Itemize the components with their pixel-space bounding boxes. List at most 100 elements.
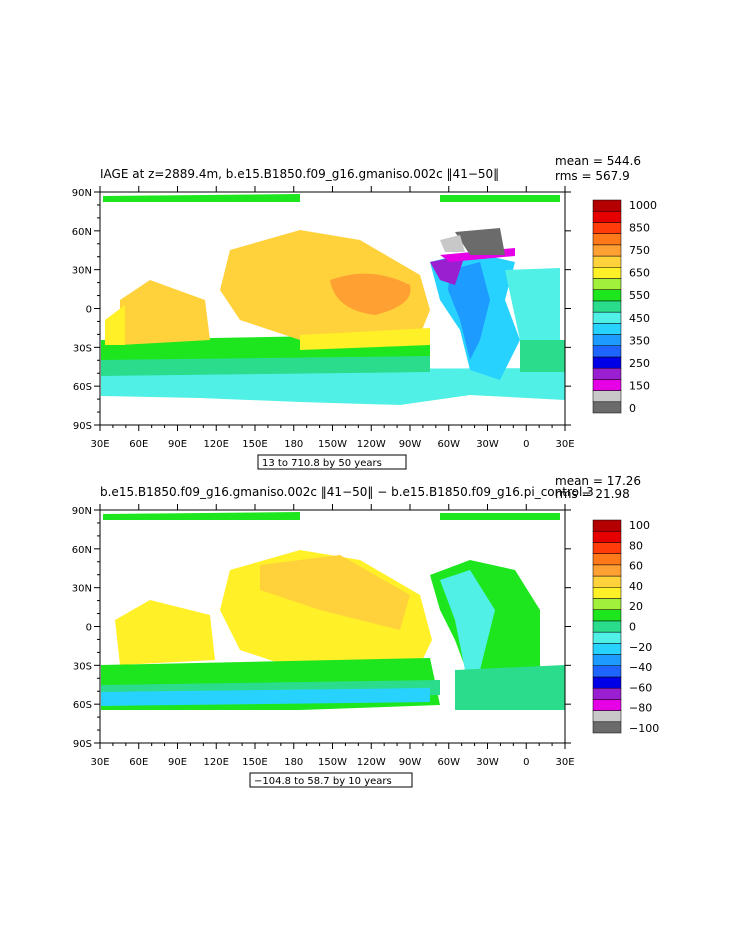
top-x-axis: 30E 60E 90E 120E 150E 180 150W 120W 90W 60W 30W 0 30… [90, 186, 575, 450]
bottom-colorbar-swatch [592, 710, 622, 723]
bottom-colorbar-swatch [592, 620, 622, 633]
bottom-colorbar-swatch [592, 721, 622, 734]
bottom-x-tick-label: 120E [204, 757, 229, 768]
top-colorbar-label: 150 [629, 379, 650, 392]
bottom-colorbar-label: 0 [629, 621, 636, 634]
top-x-tick-label: 150W [318, 439, 347, 450]
bottom-x-tick-label: 180 [284, 757, 303, 768]
bottom-colorbar-labels: 100 80 60 40 20 0 −20 −40 −60 −80 −100 [629, 519, 659, 735]
top-colorbar-label: 0 [629, 402, 636, 415]
bottom-y-tick-label: 90N [72, 506, 92, 517]
top-colorbar-swatch [592, 289, 622, 302]
bottom-x-tick-label: 90E [168, 757, 187, 768]
top-colorbar-swatch [592, 334, 622, 346]
top-y-axis: 90N 60N 30N 0 30S 60S 90S [72, 188, 571, 432]
bottom-x-tick-label: 30W [476, 757, 499, 768]
top-colorbar-swatch [592, 199, 622, 212]
top-stat-mean: mean = 544.6 [555, 154, 641, 168]
top-colorbar-label: 750 [629, 244, 650, 257]
top-range-label: 13 to 710.8 by 50 years [262, 458, 382, 469]
top-colorbar-swatch [592, 379, 622, 391]
bottom-colorbar-swatch [592, 575, 622, 588]
bottom-chart-svg: b.e15.B1850.f09_g16.gmaniso.002c ‖41−50‖… [72, 474, 659, 788]
top-colorbar-label: 850 [629, 222, 650, 235]
bottom-colorbar-label: 40 [629, 580, 643, 593]
bottom-x-tick-label: 60W [437, 757, 460, 768]
bottom-title: b.e15.B1850.f09_g16.gmaniso.002c ‖41−50‖… [100, 485, 594, 499]
bottom-stat-mean: mean = 17.26 [555, 474, 641, 488]
bottom-colorbar-swatch [592, 676, 622, 689]
top-colorbar-label: 250 [629, 357, 650, 370]
top-colorbar-swatch [592, 311, 622, 324]
top-colorbar [592, 199, 622, 414]
bottom-colorbar-swatch [592, 542, 622, 554]
top-x-tick-label: 120E [204, 439, 229, 450]
top-x-tick-label: 120W [357, 439, 386, 450]
top-y-tick-label: 30N [72, 266, 92, 277]
top-colorbar-swatch [592, 210, 622, 223]
top-colorbar-swatch [592, 300, 622, 313]
top-range-box [257, 454, 407, 470]
bottom-x-tick-label: 60E [129, 757, 148, 768]
top-colorbar-label: 350 [629, 334, 650, 347]
bottom-colorbar-label: 80 [629, 539, 643, 552]
top-x-tick-label: 150E [242, 439, 267, 450]
bottom-colorbar-swatch [592, 643, 622, 655]
bottom-colorbar-label: 100 [629, 519, 650, 532]
bottom-colorbar-label: 20 [629, 600, 643, 613]
bottom-x-tick-label: 150W [318, 757, 347, 768]
bottom-x-axis: 30E 60E 90E 120E 150E 180 150W 120W 90W 60W 30W 0 30… [90, 504, 575, 768]
bottom-colorbar-label: −100 [629, 722, 659, 735]
top-colorbar-swatch [592, 255, 622, 268]
top-map-field [100, 192, 565, 425]
top-colorbar-swatch [592, 222, 622, 234]
top-colorbar-swatch [592, 367, 622, 380]
top-chart-svg: IAGE at z=2889.4m, b.e15.B1850.f09_g16.g… [72, 154, 657, 470]
top-stat-rms: rms = 567.9 [555, 169, 630, 183]
bottom-colorbar-label: −80 [629, 702, 652, 715]
bottom-colorbar-label: −40 [629, 661, 652, 674]
bottom-colorbar-label: 60 [629, 560, 643, 573]
top-panel: IAGE at z=2889.4m, b.e15.B1850.f09_g16.g… [0, 0, 733, 470]
top-y-tick-label: 30S [73, 343, 92, 354]
bottom-colorbar-swatch [592, 598, 622, 610]
bottom-colorbar-swatch [592, 699, 622, 711]
bottom-colorbar [592, 519, 622, 734]
top-colorbar-swatch [592, 401, 622, 414]
top-x-tick-label: 0 [523, 439, 529, 450]
top-y-tick-label: 90N [72, 188, 92, 199]
top-colorbar-label: 450 [629, 312, 650, 325]
top-colorbar-swatch [592, 345, 622, 358]
bottom-colorbar-swatch [592, 654, 622, 666]
top-colorbar-swatch [592, 244, 622, 257]
bottom-colorbar-swatch [592, 609, 622, 622]
bottom-y-tick-label: 30S [73, 661, 92, 672]
bottom-x-tick-label: 90W [399, 757, 422, 768]
bottom-map-field [100, 510, 565, 743]
bottom-colorbar-swatch [592, 553, 622, 566]
top-colorbar-swatch [592, 323, 622, 335]
top-colorbar-swatch [592, 390, 622, 403]
top-title: IAGE at z=2889.4m, b.e15.B1850.f09_g16.g… [100, 167, 499, 181]
top-colorbar-swatch [592, 267, 622, 279]
bottom-x-tick-label: 30E [555, 757, 574, 768]
top-x-tick-label: 60W [437, 439, 460, 450]
bottom-colorbar-swatch [592, 687, 622, 700]
bottom-x-tick-label: 120W [357, 757, 386, 768]
bottom-colorbar-swatch [592, 665, 622, 678]
top-x-tick-label: 90E [168, 439, 187, 450]
top-x-tick-label: 30W [476, 439, 499, 450]
bottom-colorbar-swatch [592, 530, 622, 543]
top-x-tick-label: 90W [399, 439, 422, 450]
top-colorbar-label: 1000 [629, 199, 657, 212]
top-x-tick-label: 180 [284, 439, 303, 450]
bottom-range-label: −104.8 to 58.7 by 10 years [254, 776, 392, 787]
bottom-stat-rms: rms = 21.98 [555, 487, 630, 501]
bottom-range-box [249, 772, 413, 788]
top-x-tick-label: 30E [90, 439, 109, 450]
top-colorbar-label: 650 [629, 267, 650, 280]
bottom-colorbar-swatch [592, 519, 622, 532]
bottom-x-tick-label: 30E [90, 757, 109, 768]
top-colorbar-swatch [592, 233, 622, 246]
top-x-tick-label: 30E [555, 439, 574, 450]
